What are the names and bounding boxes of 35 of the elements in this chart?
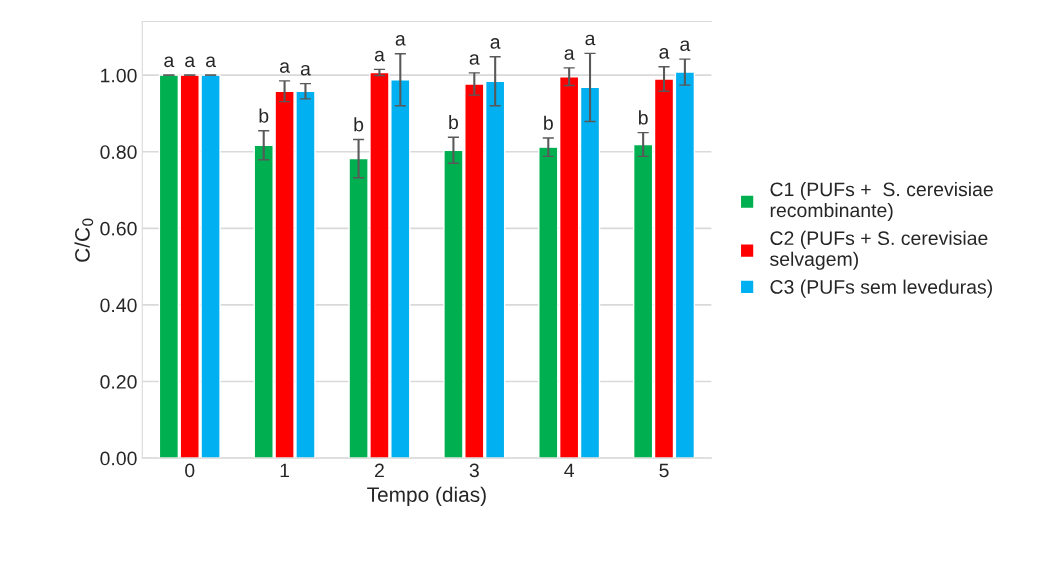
- y-axis-title: C/C$_{0}$: [74, 218, 94, 262]
- x-tick-label: 3: [469, 463, 479, 478]
- x-tick-label: 4: [564, 463, 574, 478]
- data-label: a: [490, 38, 501, 49]
- y-tick-label: 0.40: [100, 298, 137, 313]
- x-tick-label: 5: [659, 463, 669, 478]
- legend-label: C3 (PUFs sem leveduras): [770, 279, 992, 298]
- data-label: a: [564, 49, 575, 60]
- data-label: a: [185, 56, 196, 68]
- y-tick-label: 0.00: [100, 451, 137, 466]
- y-tick-label: 0.80: [100, 145, 137, 159]
- legend-label: C2 (PUFs + S. cerevisiae selvagem): [770, 230, 988, 270]
- x-tick-label: 1: [280, 463, 290, 478]
- x-tick-label: 0: [185, 463, 195, 478]
- data-label: b: [259, 108, 269, 123]
- data-label: a: [164, 56, 175, 68]
- data-label: a: [659, 48, 670, 59]
- data-label: b: [639, 110, 648, 125]
- data-label: b: [449, 114, 459, 130]
- y-tick-label: 0.60: [100, 221, 137, 236]
- data-label: a: [469, 54, 480, 65]
- data-label: a: [680, 40, 691, 52]
- data-label: a: [395, 35, 406, 46]
- data-label: a: [280, 62, 290, 73]
- y-tick-label: 1.00: [101, 68, 137, 83]
- x-tick-label: 2: [375, 463, 384, 478]
- data-label: a: [300, 64, 311, 76]
- x-axis-title: Tempo (dias): [367, 486, 486, 507]
- data-label: b: [354, 117, 364, 132]
- data-label: a: [206, 56, 216, 68]
- y-tick-label: 0.20: [100, 375, 137, 389]
- data-label: a: [585, 34, 596, 46]
- legend-label: C1 (PUFs + S. cerevisiae recombinante): [770, 181, 993, 222]
- data-label: b: [544, 115, 553, 130]
- data-label: a: [374, 50, 385, 62]
